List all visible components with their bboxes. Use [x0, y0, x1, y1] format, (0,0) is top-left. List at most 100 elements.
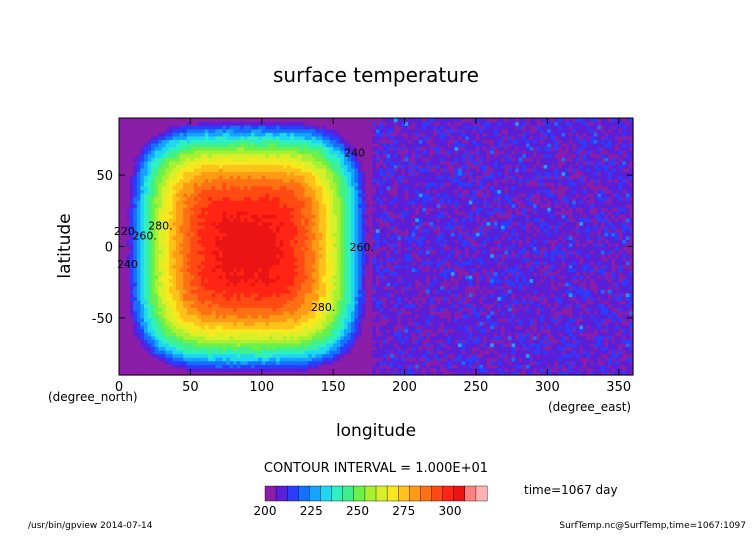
- heatmap-cell: [140, 178, 145, 183]
- heatmap-cell: [333, 160, 338, 165]
- heatmap-cell: [229, 317, 234, 323]
- heatmap-cell: [315, 182, 320, 187]
- heatmap-cell: [183, 142, 188, 148]
- heatmap-cell: [211, 160, 216, 165]
- heatmap-cell: [158, 118, 163, 123]
- heatmap-cell: [261, 192, 266, 198]
- heatmap-cell: [136, 196, 142, 201]
- heatmap-cell: [358, 285, 363, 290]
- heatmap-cell: [161, 296, 166, 301]
- heatmap-cell: [201, 260, 206, 265]
- heatmap-cell: [351, 271, 356, 276]
- heatmap-cell: [304, 232, 309, 237]
- heatmap-cell: [133, 153, 138, 158]
- heatmap-cell: [297, 189, 302, 194]
- heatmap-cell: [286, 332, 291, 337]
- heatmap-cell: [126, 196, 131, 201]
- heatmap-cell: [258, 118, 263, 123]
- heatmap-cell: [301, 182, 306, 187]
- heatmap-cell: [333, 228, 338, 233]
- heatmap-cell: [340, 317, 345, 323]
- heatmap-cell: [218, 314, 224, 319]
- heatmap-cell: [261, 225, 266, 230]
- heatmap-cell: [318, 150, 324, 155]
- heatmap-cell: [308, 250, 313, 255]
- heatmap-cell: [283, 214, 288, 219]
- heatmap-cell: [265, 164, 270, 169]
- heatmap-cell: [204, 121, 209, 126]
- heatmap-cell: [358, 146, 363, 151]
- heatmap-cell: [176, 360, 181, 365]
- heatmap-cell: [265, 253, 270, 258]
- heatmap-cell: [158, 260, 163, 265]
- heatmap-cell: [183, 157, 188, 162]
- heatmap-cell: [151, 225, 156, 230]
- heatmap-cell: [251, 142, 256, 148]
- heatmap-cell: [208, 303, 213, 308]
- heatmap-cell: [326, 203, 331, 208]
- heatmap-cell: [229, 228, 234, 233]
- heatmap-cell: [247, 271, 252, 276]
- heatmap-cell: [204, 360, 209, 365]
- heatmap-cell: [161, 371, 166, 376]
- heatmap-cell: [283, 221, 288, 226]
- heatmap-cell: [301, 257, 306, 262]
- heatmap-cell: [233, 242, 238, 248]
- heatmap-cell: [179, 350, 184, 355]
- heatmap-cell: [261, 353, 266, 358]
- heatmap-cell: [258, 307, 263, 312]
- heatmap-cell: [126, 310, 131, 315]
- heatmap-cell: [176, 339, 181, 344]
- heatmap-cell: [193, 264, 199, 269]
- heatmap-cell: [193, 178, 199, 183]
- heatmap-cell: [222, 253, 227, 258]
- heatmap-cell: [361, 171, 366, 176]
- heatmap-cell: [222, 118, 227, 123]
- heatmap-cell: [140, 257, 145, 262]
- heatmap-cell: [265, 139, 270, 144]
- heatmap-cell: [279, 150, 284, 155]
- heatmap-cell: [347, 367, 352, 373]
- heatmap-cell: [268, 203, 274, 208]
- heatmap-cell: [151, 350, 156, 355]
- heatmap-cell: [336, 135, 341, 141]
- heatmap-cell: [361, 235, 366, 240]
- heatmap-cell: [340, 250, 345, 255]
- heatmap-cell: [261, 350, 266, 355]
- heatmap-cell: [240, 282, 245, 287]
- heatmap-cell: [201, 325, 206, 330]
- heatmap-cell: [211, 292, 216, 298]
- heatmap-cell: [272, 271, 277, 276]
- heatmap-cell: [333, 357, 338, 362]
- heatmap-cell: [318, 260, 324, 265]
- heatmap-cell: [279, 332, 284, 337]
- heatmap-cell: [340, 217, 345, 223]
- heatmap-cell: [297, 371, 302, 376]
- heatmap-cell: [143, 253, 149, 258]
- heatmap-cell: [240, 346, 245, 351]
- heatmap-cell: [136, 321, 142, 326]
- heatmap-cell: [122, 267, 127, 273]
- heatmap-cell: [347, 364, 352, 369]
- heatmap-cell: [351, 321, 356, 326]
- heatmap-cell: [119, 342, 124, 348]
- heatmap-cell: [186, 360, 191, 365]
- heatmap-cell: [272, 303, 277, 308]
- heatmap-cell: [222, 250, 227, 255]
- heatmap-cell: [358, 360, 363, 365]
- heatmap-cell: [165, 153, 170, 158]
- heatmap-cell: [351, 128, 356, 133]
- heatmap-cell: [222, 332, 227, 337]
- heatmap-cell: [236, 321, 241, 326]
- heatmap-cell: [333, 371, 338, 376]
- heatmap-cell: [165, 121, 170, 126]
- heatmap-cell: [129, 278, 134, 283]
- heatmap-cell: [161, 321, 166, 326]
- heatmap-cell: [218, 278, 224, 283]
- heatmap-cell: [168, 360, 174, 365]
- heatmap-cell: [268, 335, 274, 340]
- heatmap-cell: [218, 289, 224, 294]
- heatmap-cell: [293, 128, 299, 133]
- heatmap-cell: [190, 260, 195, 265]
- heatmap-cell: [311, 367, 316, 373]
